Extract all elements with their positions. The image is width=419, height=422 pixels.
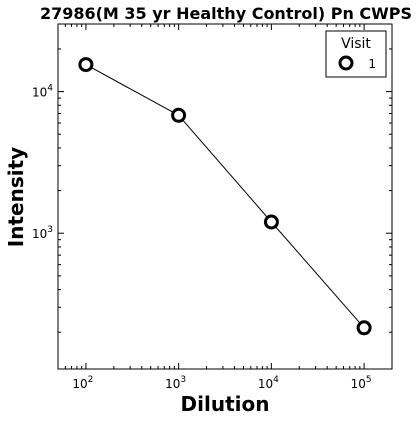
data-point — [263, 214, 279, 230]
x-tick-label: 105 — [351, 375, 372, 391]
y-axis-label: Intensity — [4, 147, 28, 247]
x-tick-label: 103 — [165, 375, 186, 391]
data-point — [171, 107, 187, 123]
legend-marker — [338, 55, 354, 71]
y-axis-ticks: 103 104 — [32, 84, 392, 241]
x-tick-label: 104 — [258, 375, 279, 391]
y-tick-label: 104 — [32, 84, 53, 100]
data-point — [78, 57, 94, 73]
legend: Visit 1 — [325, 30, 387, 78]
chart-title: 27986(M 35 yr Healthy Control) Pn CWPS — [40, 4, 412, 23]
y-tick-label: 103 — [32, 225, 53, 241]
series-line — [85, 64, 365, 329]
x-tick-label: 102 — [72, 375, 93, 391]
data-point — [356, 320, 372, 336]
x-axis-ticks: 102 103 104 105 — [72, 24, 372, 391]
legend-box — [325, 30, 387, 78]
plot-area — [57, 23, 393, 370]
series-layer — [78, 57, 372, 336]
x-axis-label: Dilution — [181, 392, 270, 416]
legend-title: Visit — [341, 36, 371, 52]
minor-ticks — [58, 24, 392, 369]
legend-label: 1 — [368, 57, 376, 71]
